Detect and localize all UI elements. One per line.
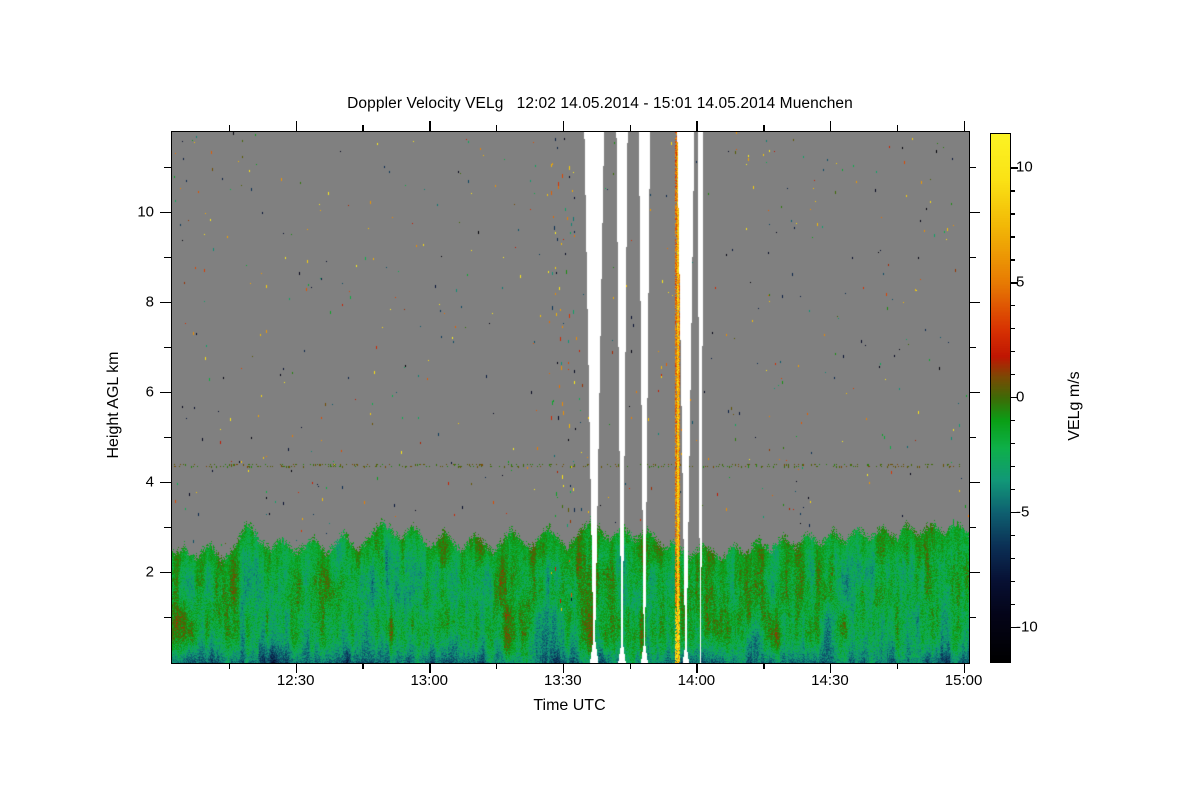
colorbar-minor-tick <box>1010 213 1016 215</box>
colorbar-tick-label: -10 <box>1016 618 1038 636</box>
y-axis-tick-label: 6 <box>145 383 154 401</box>
colorbar-tick-label: 10 <box>1016 158 1033 176</box>
y-axis-minor-tick <box>969 167 977 169</box>
colorbar[interactable] <box>990 133 1011 663</box>
x-axis-tick-label: 14:00 <box>677 672 716 689</box>
colorbar-minor-tick <box>1010 236 1016 238</box>
x-axis-minor-tick <box>228 125 231 131</box>
colorbar-tick-label: -5 <box>1016 503 1030 521</box>
y-axis-minor-tick <box>164 347 171 349</box>
y-axis-tick-labels <box>0 0 162 800</box>
colorbar-minor-tick <box>1010 259 1016 261</box>
x-axis-major-tick <box>562 121 565 131</box>
y-axis-tick-label: 2 <box>145 563 154 581</box>
colorbar-major-tick <box>1010 626 1019 628</box>
x-axis-minor-tick <box>896 125 899 131</box>
colorbar-minor-tick <box>1010 305 1016 307</box>
y-axis-major-tick <box>969 572 981 574</box>
colorbar-tick-label: 5 <box>1016 273 1025 291</box>
y-axis-tick-label: 4 <box>145 473 154 491</box>
x-axis-minor-tick <box>896 663 899 670</box>
y-axis-minor-tick <box>164 527 171 529</box>
x-axis-tick-label: 14:30 <box>811 672 849 689</box>
y-axis-major-tick <box>160 392 171 394</box>
y-axis-minor-tick <box>164 617 171 619</box>
y-axis-minor-tick <box>164 437 171 439</box>
colorbar-minor-tick <box>1010 488 1016 491</box>
x-axis-major-tick <box>295 121 298 131</box>
x-axis-tick-label: 13:00 <box>410 672 449 689</box>
colorbar-minor-tick <box>1010 603 1016 605</box>
colorbar-minor-tick <box>1010 419 1016 422</box>
colorbar-tick-label: 0 <box>1016 388 1025 406</box>
x-axis-tick-label: 13:30 <box>544 672 582 689</box>
y-axis-minor-tick <box>969 347 977 349</box>
colorbar-major-tick <box>1010 167 1019 169</box>
x-axis-major-tick <box>963 121 965 131</box>
x-axis-minor-tick <box>629 663 631 670</box>
x-axis-minor-tick <box>228 663 231 670</box>
doppler-velocity-heatmap[interactable] <box>172 132 969 663</box>
x-axis-minor-tick <box>763 663 765 670</box>
x-axis-tick-label: 12:30 <box>276 672 315 689</box>
y-axis-major-tick <box>160 572 171 574</box>
y-axis-major-tick <box>969 212 981 214</box>
plot-area[interactable] <box>171 131 970 664</box>
x-axis-minor-tick <box>496 125 498 131</box>
colorbar-major-tick <box>1010 511 1019 514</box>
y-axis-major-tick <box>969 482 981 484</box>
y-axis-minor-tick <box>164 257 171 259</box>
y-axis-major-tick <box>160 302 171 304</box>
colorbar-major-tick <box>1010 282 1019 284</box>
y-axis-major-tick <box>969 392 981 394</box>
plot-title: Doppler Velocity VELg 12:02 14.05.2014 -… <box>347 95 853 112</box>
y-axis-tick-label: 10 <box>137 203 154 221</box>
colorbar-minor-tick <box>1010 374 1016 376</box>
x-axis-tick-label: 15:00 <box>944 672 983 689</box>
x-axis-minor-tick <box>629 125 631 131</box>
y-axis-minor-tick <box>969 437 977 439</box>
x-axis-minor-tick <box>362 663 364 670</box>
colorbar-gradient <box>991 134 1010 662</box>
y-axis-major-tick <box>969 302 981 304</box>
x-axis-minor-tick <box>763 125 765 131</box>
x-axis-major-tick <box>696 663 698 674</box>
x-axis-major-tick <box>696 121 698 131</box>
y-axis-tick-label: 8 <box>145 293 154 311</box>
colorbar-minor-tick <box>1010 557 1016 559</box>
colorbar-minor-tick <box>1010 328 1016 330</box>
y-axis-minor-tick <box>969 617 977 619</box>
x-axis-major-tick <box>429 663 431 674</box>
y-axis-minor-tick <box>969 527 977 529</box>
x-axis-major-tick <box>963 663 965 674</box>
y-axis-title: Height AGL km <box>105 351 122 459</box>
x-axis-major-tick <box>429 121 431 131</box>
colorbar-minor-tick <box>1010 190 1016 192</box>
colorbar-minor-tick <box>1010 351 1016 353</box>
x-axis-major-tick <box>562 663 565 674</box>
colorbar-minor-tick <box>1010 580 1016 582</box>
x-axis-major-tick <box>829 121 832 131</box>
x-axis-title: Time UTC <box>533 697 606 714</box>
y-axis-minor-tick <box>969 257 977 259</box>
y-axis-major-tick <box>160 482 171 484</box>
y-axis-major-tick <box>160 212 171 214</box>
colorbar-minor-tick <box>1010 534 1016 537</box>
colorbar-major-tick <box>1010 397 1019 399</box>
colorbar-minor-tick <box>1010 465 1016 468</box>
y-axis-minor-tick <box>164 167 171 169</box>
x-axis-minor-tick <box>496 663 498 670</box>
x-axis-minor-tick <box>362 125 364 131</box>
colorbar-minor-tick <box>1010 442 1016 445</box>
x-axis-major-tick <box>829 663 832 674</box>
colorbar-title: VELg m/s <box>1066 371 1083 441</box>
x-axis-major-tick <box>295 663 298 674</box>
